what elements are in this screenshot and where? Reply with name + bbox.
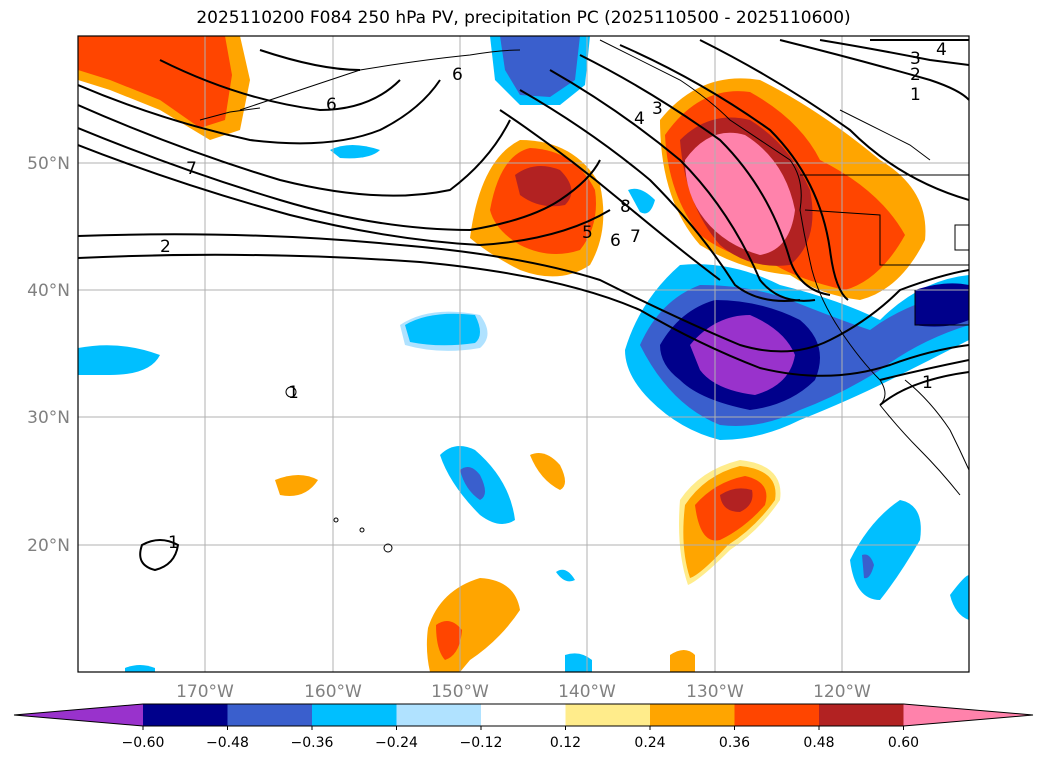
precipitation-shading: [78, 36, 969, 672]
pc-positive-region: [515, 166, 572, 207]
pc-positive-region: [275, 475, 318, 496]
pv-contours: [78, 39, 969, 572]
colorbar-tick-label: −0.60: [122, 735, 165, 751]
pc-positive-region: [436, 621, 462, 660]
map-frame: [77, 35, 970, 673]
colorbar-tick-label: 0.12: [550, 735, 581, 751]
lon-label: 130°W: [686, 682, 744, 702]
pv-label: 3: [652, 99, 663, 119]
colorbar-segment: [734, 704, 819, 726]
colorbar-segment: [565, 704, 650, 726]
lat-label: 50°N: [27, 154, 70, 174]
colorbar-segment: [819, 704, 904, 726]
lon-label: 140°W: [558, 682, 616, 702]
pv-label: 1: [922, 373, 933, 393]
pc-negative-region: [565, 653, 592, 672]
pv-label: 7: [630, 227, 641, 247]
colorbar-extend-low: [14, 704, 143, 726]
coastlines: [199, 39, 969, 553]
longitude-labels: 170°W 160°W 150°W 140°W 130°W 120°W: [176, 682, 871, 702]
pv-label: 1: [168, 533, 179, 553]
pc-positive-region: [530, 452, 565, 490]
colorbar-tick-label: −0.12: [460, 735, 503, 751]
colorbar-segment: [312, 704, 397, 726]
pc-negative-region: [556, 569, 575, 582]
pv-label: 2: [910, 65, 921, 85]
lat-label: 40°N: [27, 281, 70, 301]
pc-negative-region: [330, 145, 380, 159]
colorbar-tick-label: −0.36: [291, 735, 334, 751]
pv-label: 7: [186, 159, 197, 179]
pc-negative-region: [950, 575, 969, 620]
pv-contour-labels: 6 6 7 2 3 2 1 4 3 4 5 6 7 8 1 1 1: [160, 40, 947, 553]
figure-title: 2025110200 F084 250 hPa PV, precipitatio…: [196, 8, 851, 28]
pc-negative-region: [460, 466, 485, 500]
latitude-labels: 50°N 40°N 30°N 20°N: [27, 154, 70, 556]
lon-label: 120°W: [813, 682, 871, 702]
colorbar-tick-label: 0.24: [634, 735, 665, 751]
pc-negative-region: [405, 313, 480, 346]
colorbar-segment: [227, 704, 312, 726]
colorbar-segment: [396, 704, 481, 726]
pc-positive-region: [720, 488, 753, 512]
colorbar-extend-high: [903, 704, 1033, 726]
pv-label: 6: [610, 231, 621, 251]
colorbar-segment: [481, 704, 566, 726]
pv-label: 6: [452, 65, 463, 85]
pv-label: 6: [326, 95, 337, 115]
colorbar-segment: [650, 704, 735, 726]
pv-label: 5: [582, 223, 593, 243]
lon-label: 160°W: [304, 682, 362, 702]
pv-label: 1: [910, 85, 921, 105]
lon-label: 170°W: [176, 682, 234, 702]
pc-negative-region: [628, 188, 655, 214]
lat-label: 30°N: [27, 408, 70, 428]
pv-label: 1: [288, 383, 299, 403]
pc-negative-region: [915, 283, 969, 327]
colorbar-tick-label: 0.48: [803, 735, 834, 751]
pc-positive-region: [670, 650, 695, 672]
colorbar-tick-label: 0.60: [888, 735, 919, 751]
pv-label: 4: [634, 109, 645, 129]
colorbar-tick-label: −0.24: [375, 735, 418, 751]
pv-label: 3: [910, 49, 921, 69]
pc-positive-region: [78, 36, 232, 128]
pc-negative-region: [78, 345, 160, 375]
colorbar-tick-label: −0.48: [206, 735, 249, 751]
colorbar-segment: [143, 704, 228, 726]
colorbar-tick-label: 0.36: [719, 735, 750, 751]
lon-label: 150°W: [431, 682, 489, 702]
lat-label: 20°N: [27, 536, 70, 556]
pv-label: 8: [620, 197, 631, 217]
pv-label: 4: [936, 40, 947, 60]
pv-label: 2: [160, 237, 171, 257]
colorbar: −0.60 −0.48 −0.36 −0.24 −0.12 0.12 0.24 0.36 0.4…: [13, 703, 1034, 751]
pc-negative-region: [862, 554, 874, 579]
pc-negative-region: [125, 665, 155, 672]
pc-negative-region: [500, 36, 580, 97]
